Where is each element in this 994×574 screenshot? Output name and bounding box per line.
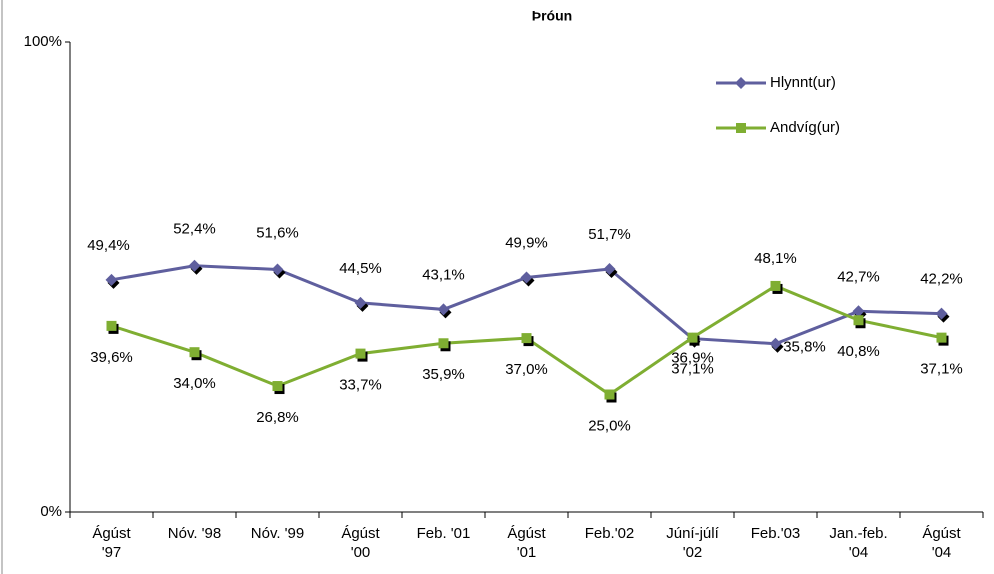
- marker: [520, 271, 533, 284]
- x-tick-label: Ágúst '01: [507, 525, 546, 561]
- marker: [105, 273, 118, 286]
- data-label: 52,4%: [173, 221, 216, 238]
- data-label: 48,1%: [754, 250, 797, 267]
- data-label: 35,8%: [783, 339, 826, 356]
- legend-label: Hlynnt(ur): [770, 74, 836, 91]
- data-label: 49,4%: [87, 237, 130, 254]
- marker: [603, 263, 616, 276]
- marker: [687, 332, 698, 343]
- data-label: 26,8%: [256, 409, 299, 426]
- x-tick-label: Ágúst '97: [92, 525, 131, 561]
- data-label: 25,0%: [588, 417, 631, 434]
- x-tick-label: Ágúst '04: [922, 525, 961, 561]
- x-tick-label: Júní-júlí '02: [666, 525, 719, 561]
- marker: [853, 315, 864, 326]
- x-tick-label: Jan.-feb. '04: [829, 525, 887, 561]
- marker: [770, 280, 781, 291]
- x-tick-label: Nóv. '98: [168, 525, 221, 542]
- legend-marker: [736, 123, 746, 133]
- x-tick-label: Feb. '01: [417, 525, 471, 542]
- data-label: 42,2%: [920, 271, 963, 288]
- marker: [354, 296, 367, 309]
- y-tick-label: 0%: [40, 503, 62, 520]
- legend-marker: [735, 77, 747, 89]
- marker: [189, 347, 200, 358]
- marker: [355, 348, 366, 359]
- marker: [437, 303, 450, 316]
- data-label: 51,6%: [256, 224, 299, 241]
- marker: [272, 381, 283, 392]
- marker: [936, 332, 947, 343]
- data-label: 51,7%: [588, 226, 631, 243]
- data-label: 37,1%: [671, 361, 714, 378]
- data-label: 34,0%: [173, 375, 216, 392]
- data-label: 44,5%: [339, 260, 382, 277]
- marker: [188, 259, 201, 272]
- marker: [604, 389, 615, 400]
- marker: [106, 320, 117, 331]
- marker: [935, 307, 948, 320]
- data-label: 36,9%: [671, 350, 714, 367]
- x-tick-label: Nóv. '99: [251, 525, 304, 542]
- data-label: 40,8%: [837, 343, 880, 360]
- chart-title: Þróun: [532, 8, 572, 24]
- x-tick-label: Ágúst '00: [341, 525, 380, 561]
- data-label: 43,1%: [422, 266, 465, 283]
- data-label: 35,9%: [422, 366, 465, 383]
- data-label: 39,6%: [90, 349, 133, 366]
- data-label: 37,1%: [920, 361, 963, 378]
- x-tick-label: Feb.'03: [751, 525, 801, 542]
- legend-label: Andvíg(ur): [770, 119, 840, 136]
- y-tick-label: 100%: [24, 33, 62, 50]
- marker: [271, 263, 284, 276]
- data-label: 49,9%: [505, 234, 548, 251]
- marker: [769, 337, 782, 350]
- data-label: 42,7%: [837, 268, 880, 285]
- marker: [852, 305, 865, 318]
- x-tick-label: Feb.'02: [585, 525, 635, 542]
- marker: [438, 338, 449, 349]
- data-label: 37,0%: [505, 361, 548, 378]
- marker: [521, 333, 532, 344]
- data-label: 33,7%: [339, 377, 382, 394]
